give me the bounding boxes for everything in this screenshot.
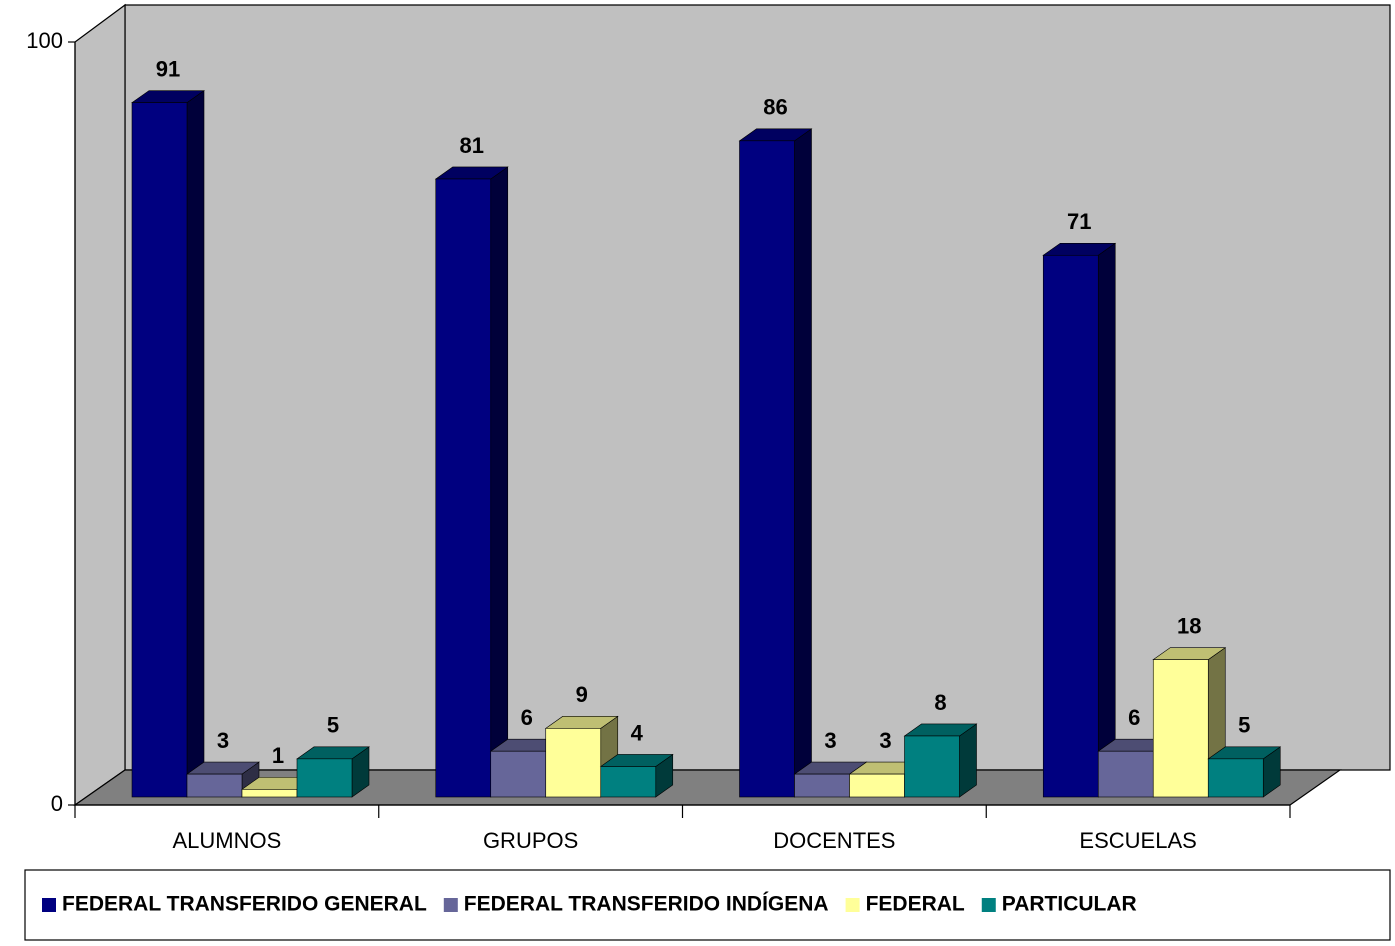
legend-box xyxy=(24,869,1391,941)
data-label: 86 xyxy=(763,95,787,120)
legend-swatch xyxy=(981,898,996,912)
data-label: 5 xyxy=(1238,713,1250,738)
legend-label: FEDERAL TRANSFERIDO INDÍGENA xyxy=(464,893,829,916)
legend-label: FEDERAL TRANSFERIDO GENERAL xyxy=(62,893,427,916)
data-label: 18 xyxy=(1177,613,1201,638)
data-label: 3 xyxy=(217,728,229,753)
bar xyxy=(435,178,492,798)
bar-side xyxy=(1097,242,1116,798)
y-tick-label: 0 xyxy=(51,791,63,816)
data-label: 1 xyxy=(272,743,284,768)
bar xyxy=(1042,254,1099,798)
bar-side xyxy=(186,90,205,798)
data-label: 6 xyxy=(521,705,533,730)
data-label: 91 xyxy=(156,56,180,81)
data-label: 9 xyxy=(576,682,588,707)
bar xyxy=(490,750,547,798)
x-tick-label: ESCUELAS xyxy=(1079,828,1196,853)
bar xyxy=(545,728,602,798)
data-label: 71 xyxy=(1067,209,1091,234)
data-label: 3 xyxy=(824,728,836,753)
data-label: 4 xyxy=(631,720,644,745)
legend-label: PARTICULAR xyxy=(1002,893,1137,916)
legend-swatch xyxy=(443,898,458,912)
legend-swatch xyxy=(845,898,860,912)
bar-side xyxy=(490,166,509,798)
x-tick-label: ALUMNOS xyxy=(172,828,281,853)
legend-swatch xyxy=(42,898,56,912)
bar xyxy=(849,773,905,798)
bar xyxy=(1097,750,1154,798)
bar xyxy=(296,758,353,798)
data-label: 5 xyxy=(327,713,339,738)
bar xyxy=(794,773,850,798)
bar xyxy=(131,102,188,798)
bar xyxy=(904,735,960,798)
data-label: 6 xyxy=(1128,705,1140,730)
bar xyxy=(241,789,298,798)
bar xyxy=(1152,659,1209,798)
bar-side xyxy=(959,723,977,798)
y-tick-label: 100 xyxy=(26,28,63,53)
data-label: 3 xyxy=(879,728,891,753)
legend-label: FEDERAL xyxy=(866,893,965,916)
data-label: 8 xyxy=(934,690,946,715)
x-tick-label: DOCENTES xyxy=(773,828,895,853)
data-label: 81 xyxy=(460,133,484,158)
x-tick-label: GRUPOS xyxy=(483,828,578,853)
bar xyxy=(739,140,795,798)
bar xyxy=(1207,758,1264,798)
side-wall xyxy=(74,3,126,807)
bar xyxy=(186,773,243,798)
bar-side xyxy=(794,128,812,798)
bar xyxy=(600,766,657,798)
